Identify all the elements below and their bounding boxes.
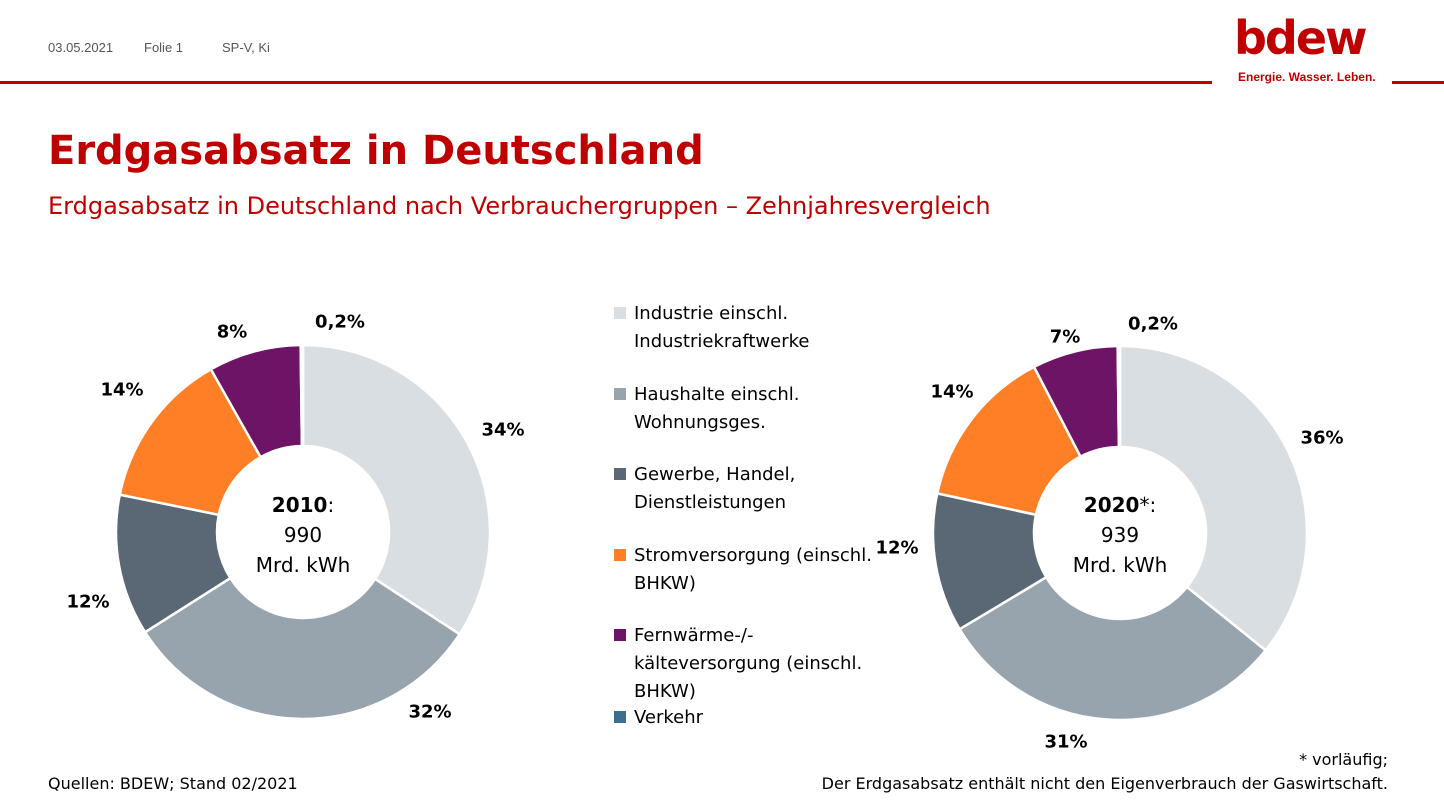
header-rule-end <box>1392 81 1444 84</box>
pct-label-haushalte-2020: 31% <box>1044 731 1088 753</box>
center-label-2020: 2020*: 939 Mrd. kWh <box>1040 490 1200 580</box>
bdew-logo: bdew Energie. Wasser. Leben. <box>1234 10 1384 84</box>
logo-tagline: Energie. Wasser. Leben. <box>1238 70 1376 84</box>
center-unit-2010: Mrd. kWh <box>255 553 351 577</box>
pct-label-strom-2020: 14% <box>930 381 974 403</box>
slice-haushalte-2020 <box>957 575 1268 722</box>
donut-2020 <box>931 344 1309 722</box>
legend-swatch-fernwaerme <box>614 629 626 641</box>
legend-label-gewerbe: Gewerbe, Handel, Dienstleistungen <box>634 464 796 513</box>
legend-label-haushalte: Haushalte einschl. Wohnungsges. <box>634 384 800 433</box>
center-year-2020: 2020 <box>1083 493 1140 517</box>
pct-label-haushalte-2010: 32% <box>408 701 452 723</box>
legend-swatch-industrie <box>614 307 626 319</box>
pct-label-gewerbe-2020: 12% <box>875 537 919 559</box>
legend-swatch-haushalte <box>614 388 626 400</box>
header-rule <box>0 81 1212 84</box>
page-subtitle: Erdgasabsatz in Deutschland nach Verbrau… <box>48 192 991 220</box>
header-date: 03.05.2021 <box>48 40 114 55</box>
legend-swatch-verkehr <box>614 711 626 723</box>
center-suffix-2010: : <box>327 493 335 517</box>
header-author: SP-V, Ki <box>222 40 270 55</box>
page-title: Erdgasabsatz in Deutschland <box>48 128 704 174</box>
logo-wordmark: bdew <box>1234 11 1368 65</box>
legend-label-industrie: Industrie einschl. Industriekraftwerke <box>634 303 810 352</box>
pct-label-fernwaerme-2010: 8% <box>216 321 248 343</box>
pct-label-industrie-2020: 36% <box>1300 427 1344 449</box>
legend-swatch-strom <box>614 549 626 561</box>
header-slide-number: Folie 1 <box>144 40 184 55</box>
center-label-2010: 2010: 990 Mrd. kWh <box>223 490 383 580</box>
slice-haushalte-2010 <box>143 576 462 721</box>
donut-2010 <box>114 343 492 721</box>
slice-strom-2020 <box>935 365 1083 517</box>
center-value-2010: 990 <box>283 523 323 547</box>
provisional-note: * vorläufig; <box>1299 750 1388 769</box>
source-note: Quellen: BDEW; Stand 02/2021 <box>48 774 298 793</box>
consumption-note: Der Erdgasabsatz enthält nicht den Eigen… <box>821 774 1388 793</box>
slice-industrie-2020 <box>1118 344 1309 653</box>
slice-industrie-2010 <box>301 343 492 636</box>
pct-label-verkehr-2020: 0,2% <box>1128 313 1178 335</box>
pct-label-strom-2010: 14% <box>100 379 144 401</box>
pct-label-industrie-2010: 34% <box>481 419 525 441</box>
pct-label-verkehr-2010: 0,2% <box>315 311 365 333</box>
center-unit-2020: Mrd. kWh <box>1072 553 1168 577</box>
legend-label-verkehr: Verkehr <box>634 707 704 728</box>
center-year-2010: 2010 <box>271 493 328 517</box>
slice-verkehr-2010 <box>299 343 305 448</box>
center-suffix-2020: *: <box>1139 493 1157 517</box>
slice-strom-2010 <box>118 367 263 517</box>
slice-verkehr-2020 <box>1116 344 1122 449</box>
legend-label-strom: Stromversorgung (einschl. BHKW) <box>634 545 872 594</box>
pct-label-fernwaerme-2020: 7% <box>1049 326 1081 348</box>
center-value-2020: 939 <box>1100 523 1140 547</box>
pct-label-gewerbe-2010: 12% <box>66 591 110 613</box>
legend-label-fernwaerme: Fernwärme-/-kälteversorgung (einschl. BH… <box>634 625 863 702</box>
legend-swatch-gewerbe <box>614 468 626 480</box>
